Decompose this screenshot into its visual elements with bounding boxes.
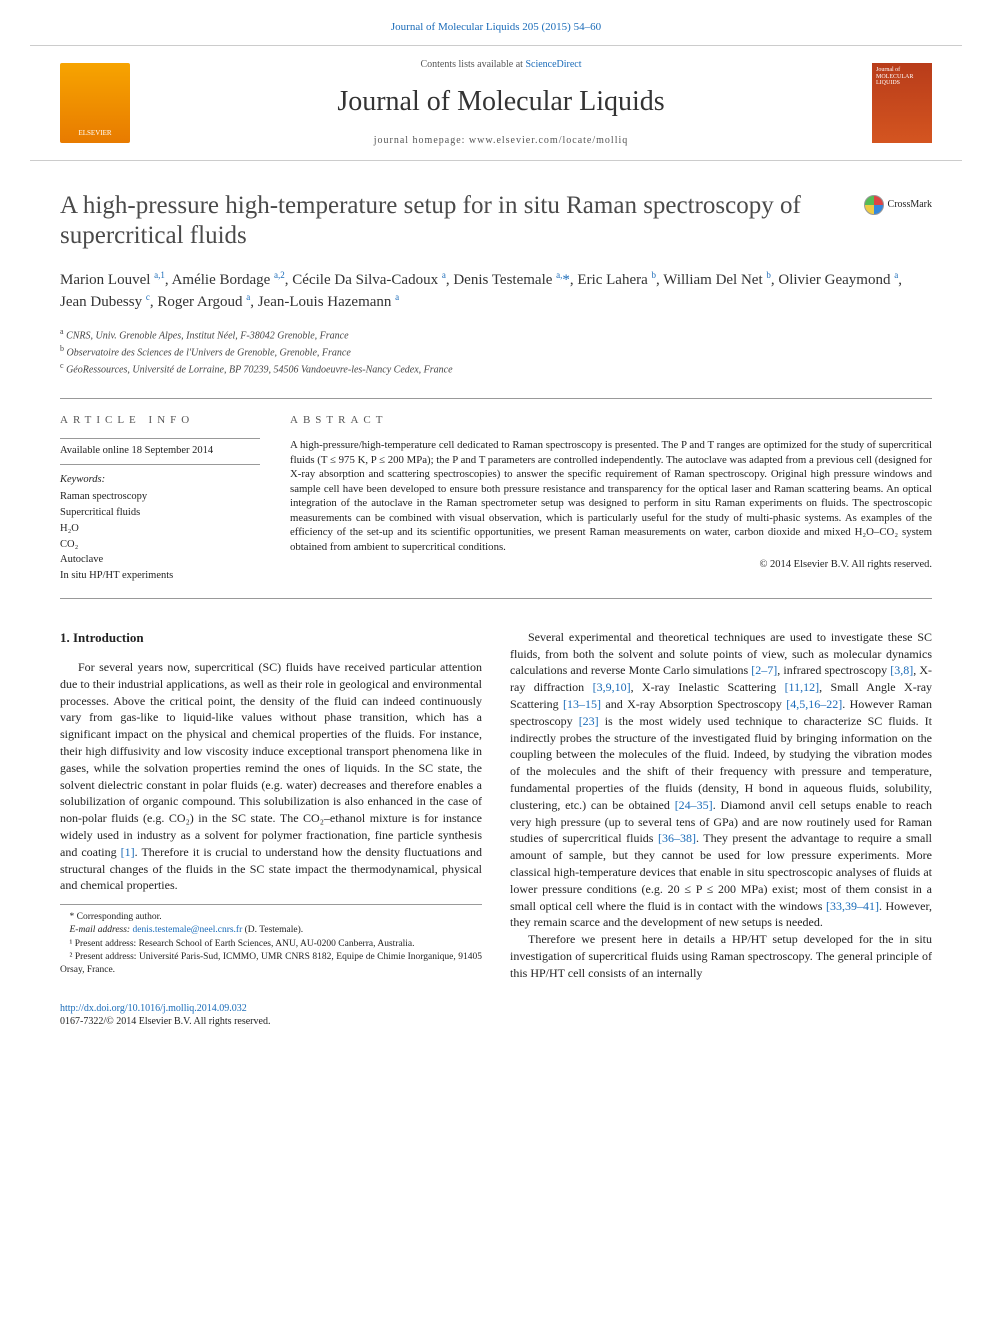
abstract-column: ABSTRACT A high-pressure/high-temperatur… [290,413,932,584]
footnotes: * Corresponding author. E-mail address: … [60,904,482,977]
authors-list: Marion Louvel a,1, Amélie Bordage a,2, C… [60,269,932,314]
ref-link[interactable]: [3,9,10] [593,680,631,694]
keyword-item: H₂O [60,521,260,537]
keyword-item: In situ HP/HT experiments [60,568,260,584]
keyword-item: Supercritical fluids [60,505,260,521]
journal-citation: Journal of Molecular Liquids 205 (2015) … [0,0,992,45]
article-info-label: ARTICLE INFO [60,413,260,428]
article-info-column: ARTICLE INFO Available online 18 Septemb… [60,413,260,584]
intro-paragraph-1: For several years now, supercritical (SC… [60,659,482,894]
ref-link[interactable]: [33,39–41] [826,899,879,913]
ref-link[interactable]: [36–38] [658,831,696,845]
present-address-2: ² Present address: Université Paris-Sud,… [60,951,482,978]
keyword-item: CO₂ [60,537,260,553]
crossmark-icon [864,195,884,215]
intro-paragraph-3: Therefore we present here in details a H… [510,931,932,981]
keywords-list: Raman spectroscopySupercritical fluidsH₂… [60,489,260,584]
article-header: CrossMark A high-pressure high-temperatu… [0,191,992,378]
ref-link[interactable]: [1] [121,845,135,859]
issn-line: 0167-7322/© 2014 Elsevier B.V. All right… [60,1016,270,1027]
divider-bottom [60,598,932,599]
journal-name: Journal of Molecular Liquids [130,82,872,121]
divider-top [60,398,932,399]
email-link[interactable]: denis.testemale@neel.cnrs.fr [132,925,242,935]
article-title: A high-pressure high-temperature setup f… [60,191,932,251]
ref-link[interactable]: [23] [579,714,599,728]
journal-banner: ELSEVIER Contents lists available at Sci… [30,45,962,160]
doi-link[interactable]: http://dx.doi.org/10.1016/j.molliq.2014.… [60,1003,247,1014]
crossmark-badge[interactable]: CrossMark [864,195,932,215]
abstract-label: ABSTRACT [290,413,932,428]
abstract-text: A high-pressure/high-temperature cell de… [290,438,932,555]
ref-link[interactable]: [24–35] [675,798,713,812]
intro-paragraph-2: Several experimental and theoretical tec… [510,629,932,931]
corresponding-note: * Corresponding author. [60,911,482,924]
journal-homepage: journal homepage: www.elsevier.com/locat… [130,134,872,148]
page-footer: http://dx.doi.org/10.1016/j.molliq.2014.… [0,982,992,1058]
journal-cover-icon: Journal of MOLECULAR LIQUIDS [872,63,932,143]
crossmark-label: CrossMark [888,198,932,212]
contents-line: Contents lists available at ScienceDirec… [130,58,872,72]
info-abstract-row: ARTICLE INFO Available online 18 Septemb… [0,413,992,584]
abstract-copyright: © 2014 Elsevier B.V. All rights reserved… [290,558,932,573]
elsevier-logo: ELSEVIER [60,63,130,143]
ref-link[interactable]: [11,12] [785,680,820,694]
sciencedirect-link[interactable]: ScienceDirect [525,59,581,70]
affiliations: a CNRS, Univ. Grenoble Alpes, Institut N… [60,326,932,378]
ref-link[interactable]: [4,5,16–22] [786,697,842,711]
ref-link[interactable]: [2–7] [751,663,777,677]
ref-link[interactable]: [13–15] [563,697,601,711]
ref-link[interactable]: [3,8] [890,663,913,677]
banner-center: Contents lists available at ScienceDirec… [130,58,872,147]
body-columns: 1. Introduction For several years now, s… [0,629,992,982]
keywords-label: Keywords: [60,473,260,488]
keyword-item: Autoclave [60,552,260,568]
available-online: Available online 18 September 2014 [60,438,260,465]
journal-citation-text: Journal of Molecular Liquids 205 (2015) … [391,21,601,33]
email-note: E-mail address: denis.testemale@neel.cnr… [60,924,482,937]
present-address-1: ¹ Present address: Research School of Ea… [60,938,482,951]
keyword-item: Raman spectroscopy [60,489,260,505]
section-heading-intro: 1. Introduction [60,629,482,647]
